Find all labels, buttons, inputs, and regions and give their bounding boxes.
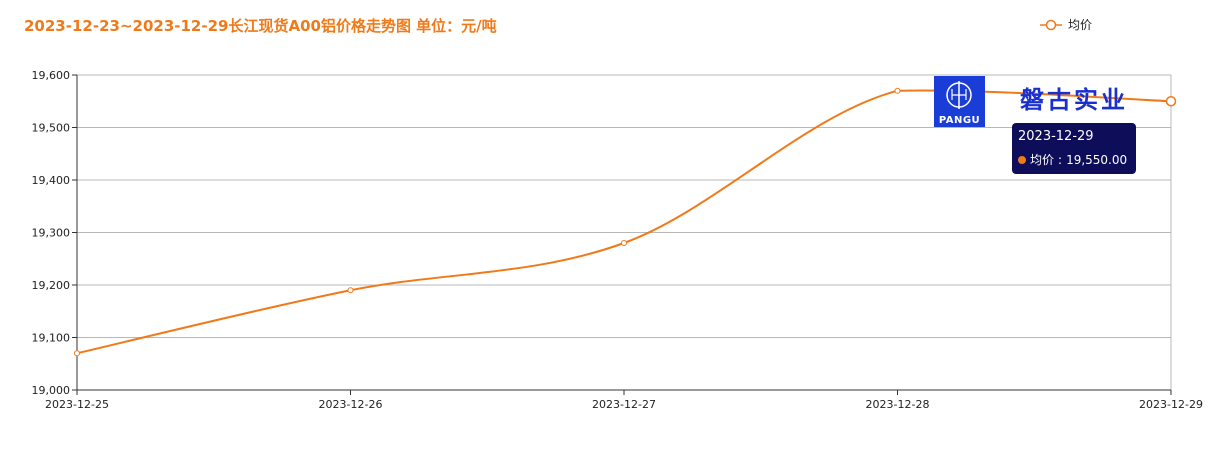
x-tick-label: 2023-12-28 (866, 398, 930, 411)
logo-text: PANGU (938, 115, 981, 126)
pangu-emblem-icon (946, 81, 972, 109)
y-tick-label: 19,100 (32, 332, 71, 345)
data-point (894, 87, 901, 94)
tooltip: 2023-12-29 均价: 19,550.00 (1012, 123, 1136, 174)
y-tick-label: 19,600 (32, 69, 71, 82)
tooltip-dot-icon (1018, 155, 1026, 164)
data-point-highlighted (1165, 96, 1177, 107)
tooltip-value: 19,550.00 (1066, 152, 1128, 167)
tooltip-series-label: 均价 (1030, 153, 1055, 167)
y-tick-label: 19,200 (32, 279, 71, 292)
tooltip-date: 2023-12-29 (1018, 129, 1094, 144)
legend-label: 均价 (1068, 18, 1093, 32)
series-line-均价 (76, 89, 1172, 355)
data-point (74, 350, 80, 357)
x-tick-label: 2023-12-26 (319, 398, 383, 411)
y-tick-label: 19,500 (32, 122, 71, 135)
data-point (621, 240, 627, 246)
x-tick-label: 2023-12-29 (1139, 398, 1203, 411)
data-point (347, 287, 354, 294)
x-tick-label: 2023-12-27 (592, 398, 656, 411)
y-tick-label: 19,300 (32, 227, 71, 240)
legend-line-marker-icon (1040, 19, 1062, 30)
brand-name: 磐古实业 (1020, 85, 1128, 114)
legend[interactable]: 均价 (1040, 16, 1092, 33)
pangu-logo: PANGU (934, 76, 985, 127)
x-tick-label: 2023-12-25 (45, 398, 109, 411)
tooltip-row: 均价: 19,550.00 (1018, 151, 1127, 168)
y-tick-label: 19,400 (32, 174, 71, 187)
y-tick-label: 19,000 (32, 384, 71, 397)
chart-title: 2023-12-23~2023-12-29长江现货A00铝价格走势图 单位：元/… (24, 17, 497, 35)
